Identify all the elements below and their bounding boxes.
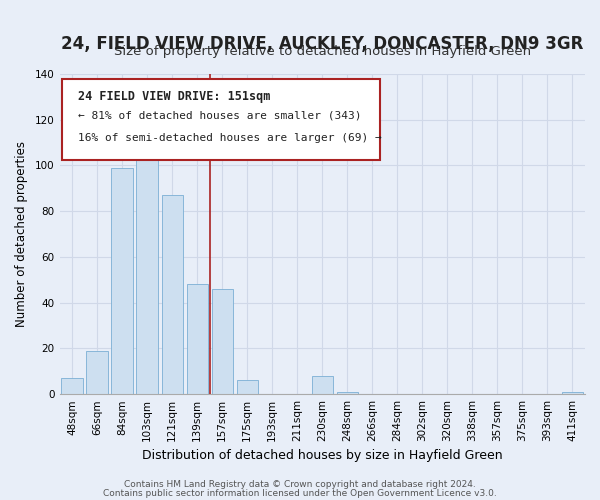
Text: 16% of semi-detached houses are larger (69) →: 16% of semi-detached houses are larger (… [78, 133, 382, 143]
Bar [61, 378, 83, 394]
Bar [136, 147, 158, 394]
Title: 24, FIELD VIEW DRIVE, AUCKLEY, DONCASTER, DN9 3GR: 24, FIELD VIEW DRIVE, AUCKLEY, DONCASTER… [61, 35, 583, 53]
Bar [212, 289, 233, 394]
X-axis label: Distribution of detached houses by size in Hayfield Green: Distribution of detached houses by size … [142, 450, 503, 462]
Bar [337, 392, 358, 394]
Text: ← 81% of detached houses are smaller (343): ← 81% of detached houses are smaller (34… [78, 111, 361, 121]
Text: Contains public sector information licensed under the Open Government Licence v3: Contains public sector information licen… [103, 488, 497, 498]
Text: 24 FIELD VIEW DRIVE: 151sqm: 24 FIELD VIEW DRIVE: 151sqm [78, 90, 271, 103]
Bar [311, 376, 333, 394]
Bar [161, 195, 183, 394]
Text: Size of property relative to detached houses in Hayfield Green: Size of property relative to detached ho… [114, 45, 531, 58]
Bar [562, 392, 583, 394]
Text: Contains HM Land Registry data © Crown copyright and database right 2024.: Contains HM Land Registry data © Crown c… [124, 480, 476, 489]
Bar [187, 284, 208, 394]
Bar [236, 380, 258, 394]
FancyBboxPatch shape [62, 79, 380, 160]
Bar [112, 168, 133, 394]
Y-axis label: Number of detached properties: Number of detached properties [15, 141, 28, 327]
Bar [86, 350, 108, 394]
